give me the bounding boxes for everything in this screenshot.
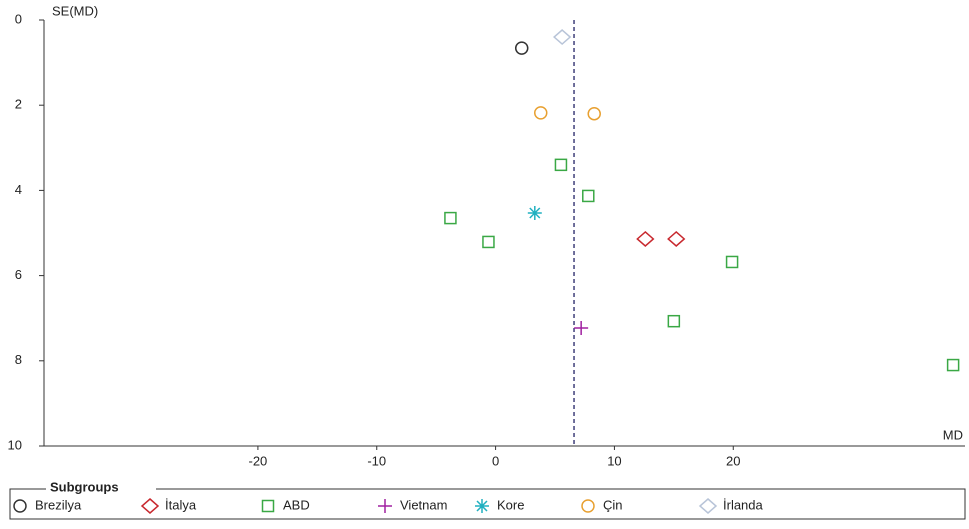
marker-circle (13, 499, 27, 513)
marker-star (475, 499, 489, 513)
y-tick-label: 0 (15, 11, 22, 26)
marker-plus (378, 499, 392, 513)
marker-circle (581, 499, 595, 513)
marker-diamond (667, 230, 686, 247)
x-tick-label: 0 (492, 453, 499, 468)
legend-label: Çin (603, 497, 623, 512)
marker-circle (514, 41, 529, 55)
y-tick-label: 2 (15, 97, 22, 112)
legend-title: Subgroups (50, 479, 119, 494)
legend-label: Kore (497, 497, 524, 512)
marker-square (482, 235, 495, 249)
marker-square (725, 255, 739, 269)
y-tick-label: 4 (15, 182, 22, 197)
marker-square (667, 314, 681, 328)
marker-circle (533, 106, 548, 120)
marker-square (582, 189, 595, 203)
x-tick-label: 10 (607, 453, 621, 468)
y-tick-label: 8 (15, 352, 22, 367)
legend-label: Brezilya (35, 497, 82, 512)
marker-diamond (552, 29, 572, 46)
legend-box (9, 488, 966, 520)
legend-label: Vietnam (400, 497, 447, 512)
legend-title-bg (46, 481, 156, 495)
marker-star (527, 205, 542, 220)
x-axis-label: MD (943, 427, 963, 442)
x-tick-label: -10 (367, 453, 386, 468)
marker-circle (587, 106, 601, 121)
marker-plus (574, 320, 589, 335)
x-tick-label: 20 (726, 453, 740, 468)
y-tick-label: 6 (15, 267, 22, 282)
marker-square (444, 211, 457, 225)
legend-label: ABD (283, 497, 310, 512)
legend-label: İrlanda (723, 497, 764, 512)
marker-diamond (140, 498, 160, 514)
y-axis-label: SE(MD) (52, 3, 98, 18)
marker-square (261, 499, 275, 513)
y-tick-label: 10 (8, 437, 22, 452)
marker-diamond (698, 498, 718, 514)
marker-square (946, 358, 960, 372)
legend-label: İtalya (165, 497, 197, 512)
marker-square (554, 158, 568, 172)
x-tick-label: -20 (249, 453, 268, 468)
marker-diamond (636, 230, 655, 247)
